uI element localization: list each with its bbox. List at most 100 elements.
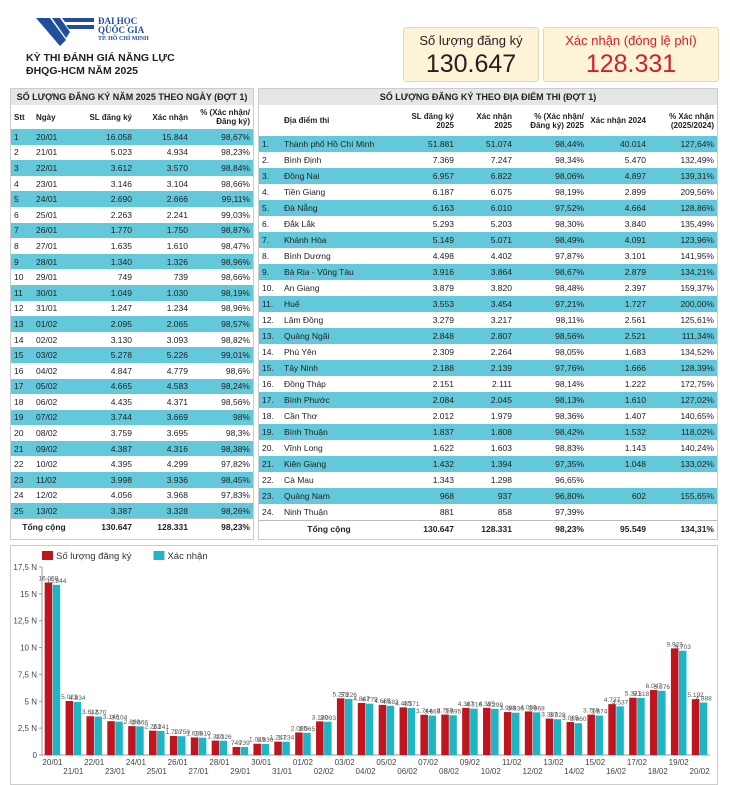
y-tick-label: 10 N xyxy=(20,644,37,653)
bar xyxy=(670,648,679,755)
value-label: 1.326 xyxy=(215,734,232,741)
table-cell: 02/02 xyxy=(36,334,58,345)
table-cell: 24. xyxy=(262,506,274,517)
value-label: 4.316 xyxy=(466,702,483,709)
table-cell: 8 xyxy=(14,240,19,251)
bar xyxy=(449,715,457,755)
value-label: 4.737 xyxy=(604,697,621,704)
table-cell: 1.622 xyxy=(432,443,454,453)
table-cell: 6 xyxy=(14,209,19,220)
table-cell: Tổng cộng xyxy=(307,524,351,535)
table-cell: 2.139 xyxy=(457,360,515,376)
table-cell: 4.897 xyxy=(587,168,649,184)
value-label: 5.278 xyxy=(333,691,350,698)
table-row: 17 05/02 4.665 4.583 98,24% xyxy=(11,378,253,395)
value-label: 3.669 xyxy=(424,709,441,716)
table-cell: 3.669 xyxy=(135,409,191,426)
table-cell: 4.664 xyxy=(587,200,649,216)
bar xyxy=(261,743,269,755)
logo-line: ĐẠI HỌC xyxy=(98,16,138,26)
table-cell: 1.837 xyxy=(399,424,457,440)
daily-panel: SỐ LƯỢNG ĐĂNG KÝ NĂM 2025 THEO NGÀY (ĐỢT… xyxy=(10,88,254,540)
table-cell: Ninh Thuận xyxy=(284,506,328,517)
table-cell: 125,61% xyxy=(680,315,714,325)
x-tick-label: 07/02 xyxy=(418,758,439,767)
value-label: 4.583 xyxy=(382,699,399,706)
table-cell: 96,65% xyxy=(555,475,584,485)
table-cell: 9 xyxy=(11,253,33,270)
table-cell: 1.143 xyxy=(624,443,646,453)
table-cell: 159,37% xyxy=(680,283,714,293)
table-cell: 937 xyxy=(457,488,515,504)
table-cell: 04/02 xyxy=(36,365,58,376)
x-tick-label: 11/02 xyxy=(502,758,522,767)
bar xyxy=(553,719,562,755)
table-row: 19 07/02 3.744 3.669 98% xyxy=(11,409,253,426)
table-cell: 11. xyxy=(259,296,281,312)
table-cell: 2.045 xyxy=(457,392,515,408)
bar xyxy=(295,732,303,755)
table-row: 7. Khánh Hòa 5.149 5.071 98,49% 4.091 123,96% xyxy=(259,232,717,248)
x-tick-label: 17/02 xyxy=(627,758,648,767)
table-cell: 99,03% xyxy=(221,209,250,220)
table-cell: 98,06% xyxy=(515,168,587,184)
table-cell: Cần Thơ xyxy=(284,411,318,421)
table-cell: 2.397 xyxy=(624,283,646,293)
table-cell: Đồng Tháp xyxy=(284,379,326,389)
table-cell: Lâm Đồng xyxy=(284,315,324,325)
bar xyxy=(678,650,687,755)
table-cell: 98,66% xyxy=(221,178,250,189)
table-cell: 4.395 xyxy=(110,459,132,470)
x-tick-label: 03/02 xyxy=(335,758,356,767)
table-cell: 128,39% xyxy=(649,360,717,376)
table-cell: 23/01 xyxy=(36,178,58,189)
table-cell: 19. xyxy=(259,424,281,440)
table-cell: 3.840 xyxy=(624,219,646,229)
table-cell: 2.095 xyxy=(77,316,135,332)
table-cell: 5.149 xyxy=(399,232,457,248)
value-label: 1.635 xyxy=(186,730,203,737)
table-cell: 5 xyxy=(11,191,33,207)
table-row: 22 10/02 4.395 4.299 97,82% xyxy=(11,456,253,472)
bar xyxy=(532,712,541,755)
value-label: 1.234 xyxy=(278,735,295,742)
value-label: 3.998 xyxy=(500,705,517,712)
table-cell: 1.234 xyxy=(166,303,188,314)
column-header: % (Xác nhận/ Đăng ký) 2025 xyxy=(530,111,584,130)
table-cell: 1.407 xyxy=(624,411,646,421)
table-cell: 2.012 xyxy=(432,411,454,421)
table-cell: 97,83% xyxy=(221,490,250,501)
table-cell: 3.612 xyxy=(77,160,135,176)
table-cell: 4.665 xyxy=(77,378,135,395)
value-label: 1.247 xyxy=(270,735,287,742)
table-cell: 6. xyxy=(262,219,270,229)
value-label: 4.934 xyxy=(69,695,86,702)
legend-label: Số lượng đăng ký xyxy=(56,551,132,562)
x-tick-label: 27/01 xyxy=(189,767,210,776)
value-label: 2.241 xyxy=(153,724,170,731)
x-tick-label: 13/02 xyxy=(543,758,564,767)
table-cell: 98,67% xyxy=(191,129,253,145)
bar xyxy=(378,704,387,755)
table-cell: Đồng Nai xyxy=(281,168,399,184)
table-cell: 1.343 xyxy=(432,475,454,485)
value-label: 2.690 xyxy=(124,719,141,726)
value-label: 4.665 xyxy=(374,698,391,705)
x-tick-label: 09/02 xyxy=(460,758,481,767)
table-cell: 140,24% xyxy=(680,443,714,453)
table-row: 11 30/01 1.049 1.030 98,19% xyxy=(11,284,253,301)
table-cell: 1 xyxy=(11,129,33,145)
bar xyxy=(128,726,136,755)
table-cell: 95.549 xyxy=(620,524,646,535)
y-tick-label: 0 xyxy=(33,751,38,760)
bar xyxy=(177,736,186,755)
bar xyxy=(86,716,94,755)
value-label: 3.104 xyxy=(111,715,128,722)
table-cell: 98,23% xyxy=(555,524,584,535)
bar xyxy=(545,718,554,755)
title: KỲ THI ĐÁNH GIÁ NĂNG LỰC ĐHQG-HCM NĂM 20… xyxy=(26,52,175,78)
table-cell: 98,87% xyxy=(191,222,253,239)
table-cell: 3.328 xyxy=(135,503,191,519)
